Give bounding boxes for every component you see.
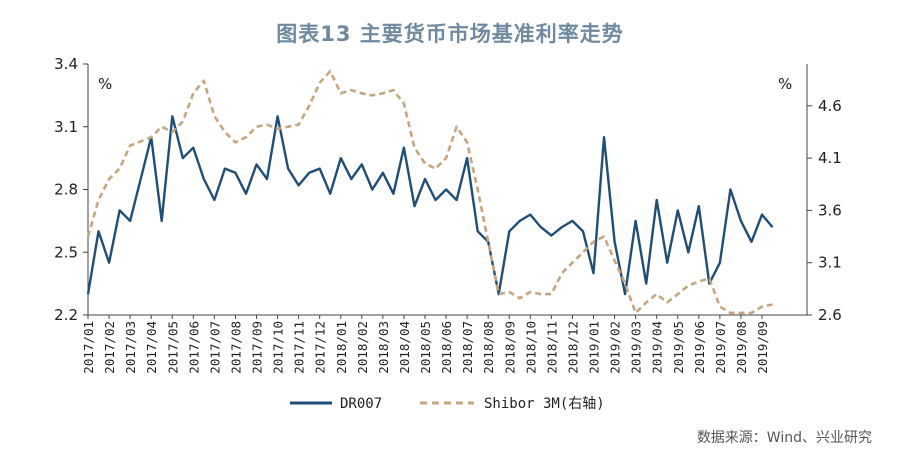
left-tick-label: 2.2 <box>54 306 78 324</box>
x-tick-label: 2019/09 <box>755 321 770 374</box>
right-tick-label: 2.6 <box>818 306 842 324</box>
legend: DR007 Shibor 3M(右轴) <box>290 396 605 412</box>
right-tick-label: 3.1 <box>818 254 842 272</box>
x-tick-label: 2019/08 <box>734 321 749 374</box>
chart-title: 图表13 主要货币市场基准利率走势 <box>276 22 624 46</box>
x-tick-label: 2019/04 <box>650 321 665 374</box>
series-line-shibor-3m <box>86 70 773 315</box>
x-tick-label: 2018/06 <box>439 321 454 374</box>
x-tick-label: 2017/11 <box>292 321 307 374</box>
x-tick-label: 2019/03 <box>629 321 644 374</box>
left-tick-label: 3.1 <box>54 118 78 136</box>
left-tick-label: 2.8 <box>54 181 78 199</box>
x-tick-label: 2017/01 <box>81 321 96 374</box>
x-tick-label: 2018/02 <box>355 321 370 374</box>
x-tick-label: 2019/02 <box>608 321 623 374</box>
left-axis: 2.2 2.5 2.8 3.1 3.4 <box>54 55 88 324</box>
legend-label-dr007: DR007 <box>340 396 382 412</box>
series-line-dr007 <box>86 115 774 296</box>
right-axis: 2.6 3.1 3.6 4.1 4.6 <box>807 97 842 324</box>
x-tick-label: 2019/01 <box>587 321 602 374</box>
x-tick-label: 2017/06 <box>186 321 201 374</box>
x-tick-label: 2019/06 <box>692 321 707 374</box>
x-axis: 2017/01 2017/02 2017/03 2017/04 2017/05 2017/… <box>81 315 770 374</box>
left-tick-label: 3.4 <box>54 55 78 73</box>
x-tick-label: 2017/02 <box>102 321 117 374</box>
x-tick-label: 2019/05 <box>671 321 686 374</box>
left-axis-unit: % <box>98 75 112 93</box>
x-tick-label: 2018/04 <box>397 321 412 374</box>
right-tick-label: 4.6 <box>818 97 842 115</box>
x-tick-label: 2017/12 <box>313 321 328 374</box>
right-tick-label: 3.6 <box>818 201 842 219</box>
axes <box>87 64 808 316</box>
legend-label-shibor: Shibor 3M(右轴) <box>484 396 605 412</box>
x-tick-label: 2017/10 <box>271 321 286 374</box>
x-tick-label: 2018/05 <box>418 321 433 374</box>
x-tick-label: 2018/07 <box>460 321 475 374</box>
right-tick-label: 4.1 <box>818 149 842 167</box>
x-tick-label: 2018/10 <box>523 321 538 374</box>
x-tick-label: 2018/09 <box>502 321 517 374</box>
x-tick-label: 2017/09 <box>250 321 265 374</box>
series-group <box>86 70 774 315</box>
x-tick-label: 2018/03 <box>376 321 391 374</box>
x-tick-label: 2018/08 <box>481 321 496 374</box>
x-tick-label: 2017/05 <box>165 321 180 374</box>
x-tick-label: 2017/04 <box>144 321 159 374</box>
x-tick-label: 2017/08 <box>228 321 243 374</box>
right-axis-unit: % <box>778 75 792 93</box>
left-tick-label: 2.5 <box>54 243 78 261</box>
x-tick-label: 2019/07 <box>713 321 728 374</box>
x-tick-label: 2018/01 <box>334 321 349 374</box>
x-tick-label: 2017/07 <box>207 321 222 374</box>
source-note: 数据来源：Wind、兴业研究 <box>696 430 872 446</box>
x-tick-label: 2018/11 <box>544 321 559 374</box>
x-tick-label: 2018/12 <box>565 321 580 374</box>
x-tick-label: 2017/03 <box>123 321 138 374</box>
